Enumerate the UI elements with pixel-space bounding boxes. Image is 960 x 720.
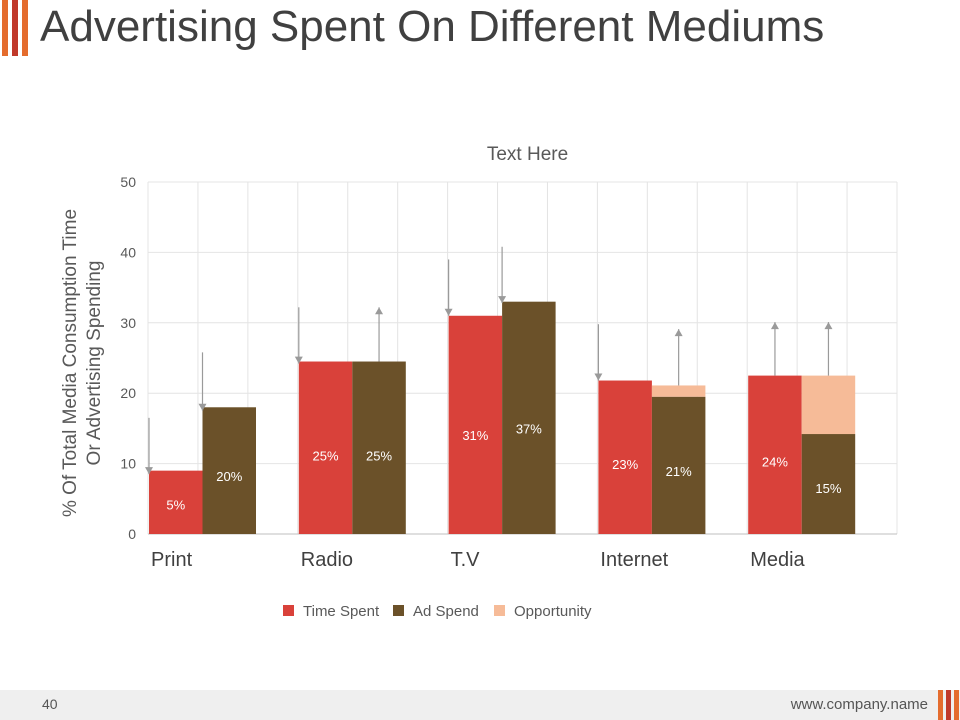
data-label-ad-spend: 21% <box>666 464 692 479</box>
bar-opportunity <box>801 375 856 435</box>
footer-accent-orange-2 <box>954 690 959 720</box>
arrow-head <box>145 467 153 475</box>
bar-ad-spend <box>801 434 856 534</box>
arrow-head <box>498 296 507 304</box>
bar-time-spent <box>598 380 652 534</box>
bar-time-spent <box>149 470 203 534</box>
legend-label: Opportunity <box>514 603 592 620</box>
bar-opportunity <box>651 385 706 397</box>
slide-title: Advertising Spent On Different Mediums <box>40 2 825 51</box>
x-tick-label: Radio <box>301 549 353 571</box>
x-tick-label: T.V <box>451 549 481 571</box>
chart: 0 10 20 30 40 50 Text Here % Of Total Media Con… <box>60 144 898 620</box>
bar-time-spent <box>448 315 503 534</box>
data-label-ad-spend: 25% <box>366 448 392 463</box>
accent-bar-red <box>12 0 18 56</box>
arrow-head <box>375 307 384 315</box>
bar-ad-spend <box>202 407 256 534</box>
data-label-time-spent: 24% <box>762 455 788 470</box>
data-label-time-spent: 23% <box>612 457 638 472</box>
y-tick-label: 40 <box>120 244 136 260</box>
bar-ad-spend <box>502 301 556 534</box>
data-label-time-spent: 25% <box>313 448 339 463</box>
arrow-head <box>674 329 683 337</box>
bar-ad-spend <box>352 361 406 534</box>
chart-title: Text Here <box>487 144 568 165</box>
arrow-head <box>824 322 833 330</box>
bar-time-spent <box>298 361 353 534</box>
y-tick-label: 0 <box>128 526 136 542</box>
arrow-head <box>770 322 779 330</box>
x-tick-label: Internet <box>600 549 668 571</box>
y-tick-label: 30 <box>120 315 136 331</box>
arrow-head <box>198 403 207 411</box>
legend-swatch <box>283 605 294 616</box>
page-number: 40 <box>42 696 58 712</box>
data-label-time-spent: 31% <box>462 428 488 443</box>
legend-label: Time Spent <box>303 603 380 620</box>
data-label-time-spent: 5% <box>166 497 185 512</box>
arrow-head <box>294 356 303 364</box>
data-label-ad-spend: 15% <box>815 481 841 496</box>
footer: 40 www.company.name <box>0 690 960 720</box>
data-label-ad-spend: 37% <box>516 421 542 436</box>
y-tick-label: 10 <box>120 456 136 472</box>
legend-swatch <box>494 605 505 616</box>
x-tick-label: Print <box>151 549 193 571</box>
legend-swatch <box>393 605 404 616</box>
company-url[interactable]: www.company.name <box>790 696 928 713</box>
y-axis-label: % Of Total Media Consumption Time <box>60 209 81 517</box>
y-axis-label: Or Advertising Spending <box>84 261 105 466</box>
accent-bar-orange <box>2 0 8 56</box>
accent-bar-orange-2 <box>22 0 28 56</box>
x-tick-label: Media <box>750 549 805 571</box>
footer-accent-orange <box>938 690 943 720</box>
data-label-ad-spend: 20% <box>216 469 242 484</box>
footer-accent-red <box>946 690 951 720</box>
bar-time-spent <box>748 375 802 534</box>
legend-label: Ad Spend <box>413 603 479 620</box>
bar-ad-spend <box>651 396 706 534</box>
arrow-head <box>444 308 453 316</box>
y-tick-label: 20 <box>120 385 136 401</box>
arrow-head <box>594 373 603 381</box>
y-tick-label: 50 <box>120 174 136 190</box>
